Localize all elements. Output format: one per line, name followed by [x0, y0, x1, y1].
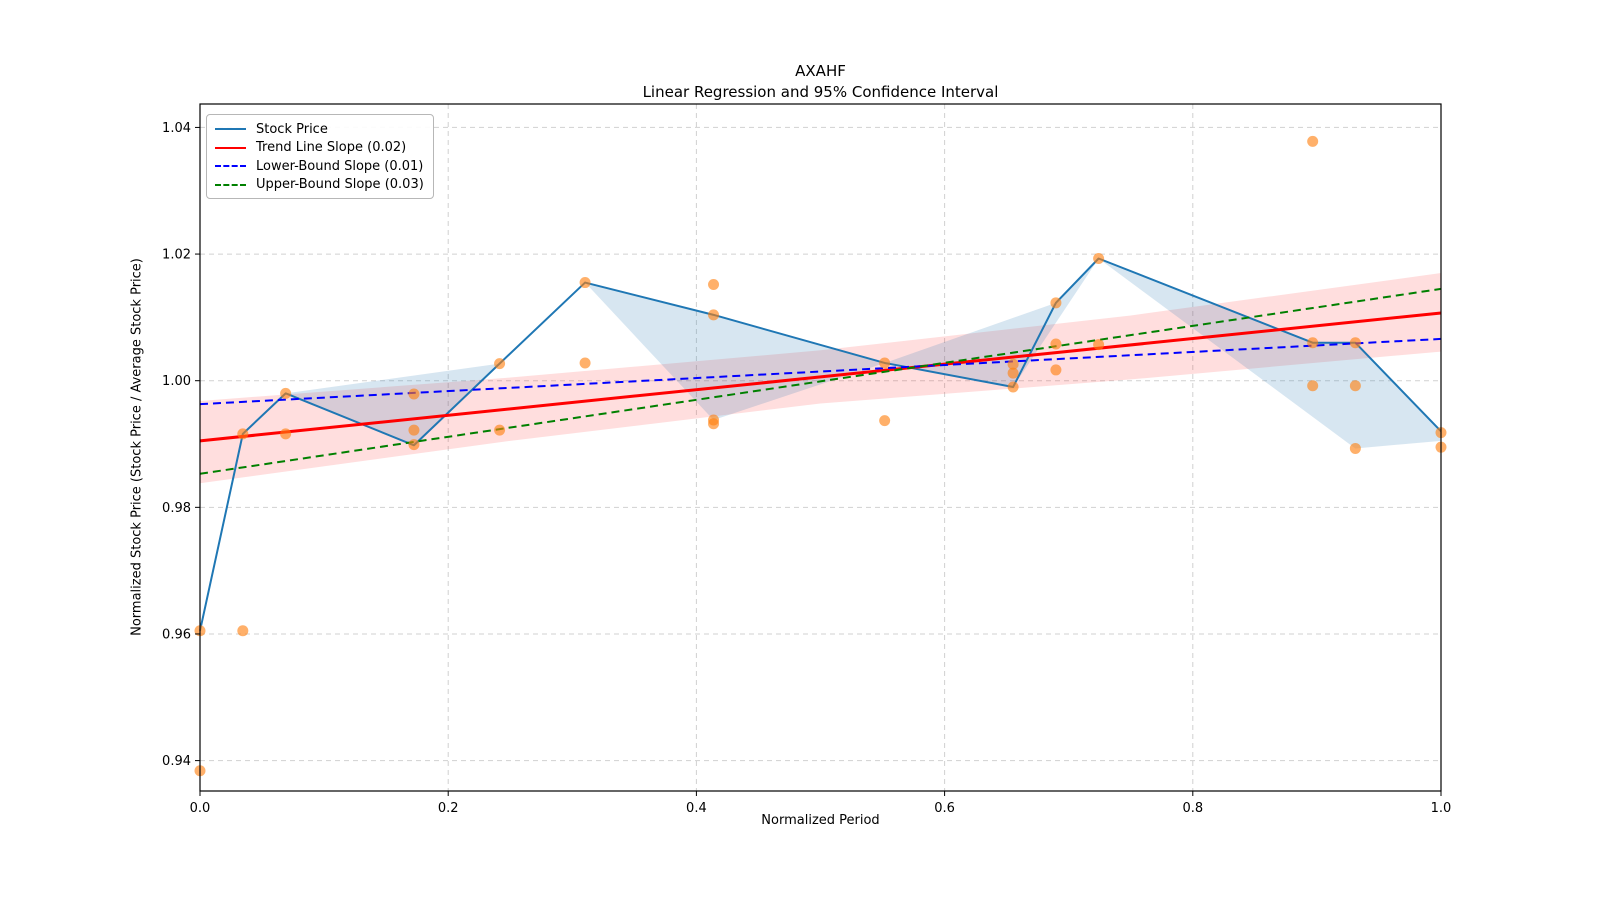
chart-title: AXAHF Linear Regression and 95% Confiden… [200, 61, 1441, 103]
legend-swatch-lower-bound [215, 165, 246, 168]
y-tick-label: 1.00 [162, 374, 191, 389]
y-tick-label: 0.94 [162, 754, 191, 769]
scatter-point [1050, 297, 1062, 309]
scatter-point [1050, 338, 1062, 350]
chart-title-line2: Linear Regression and 95% Confidence Int… [642, 83, 999, 101]
legend-label-stock-price: Stock Price [256, 121, 328, 137]
scatter-point [1307, 337, 1319, 349]
scatter-point [1093, 339, 1105, 351]
x-tick-label: 0.4 [686, 801, 707, 816]
scatter-point [1050, 364, 1062, 376]
scatter-point [879, 415, 891, 427]
scatter-point [1007, 358, 1019, 370]
legend-box: Stock Price Trend Line Slope (0.02) Lowe… [206, 114, 434, 199]
scatter-point [879, 357, 891, 369]
legend-label-trend-line: Trend Line Slope (0.02) [256, 140, 407, 156]
y-tick-label: 1.04 [162, 121, 191, 136]
scatter-point [408, 388, 420, 400]
chart-title-line1: AXAHF [795, 62, 846, 80]
scatter-point [579, 357, 591, 369]
axes-spines [199, 103, 1442, 792]
x-tick-label: 0.8 [1182, 801, 1203, 816]
scatter-point [708, 278, 720, 290]
scatter-point [280, 387, 292, 399]
legend-item-trend-line: Trend Line Slope (0.02) [215, 139, 425, 158]
y-tick-label: 0.98 [162, 501, 191, 516]
x-tick-label: 0.6 [934, 801, 955, 816]
scatter-point [1307, 380, 1319, 392]
scatter-point [494, 358, 506, 370]
scatter-point [1349, 337, 1361, 349]
scatter-point [494, 424, 506, 436]
scatter-point [1349, 380, 1361, 392]
y-tick-label: 1.02 [162, 248, 191, 263]
scatter-point [708, 418, 720, 430]
scatter-point [408, 424, 420, 436]
x-tick-label: 0.2 [438, 801, 459, 816]
scatter-point [237, 625, 249, 637]
legend-swatch-upper-bound [215, 183, 246, 186]
legend-swatch-stock-price [215, 128, 246, 131]
upper-bound-line [199, 287, 1442, 475]
tick-layer: 0.0 0.2 0.4 0.6 0.8 1.0 1.04 1.02 1.00 0.98 0.96 0.… [162, 121, 1451, 816]
legend-swatch-trend-line [215, 146, 246, 149]
legend-label-upper-bound: Upper-Bound Slope (0.03) [256, 177, 424, 193]
y-tick-label: 0.96 [162, 627, 191, 642]
x-tick-label: 1.0 [1431, 801, 1452, 816]
scatter-point [708, 309, 720, 321]
scatter-point [1307, 135, 1319, 147]
y-axis-label: Normalized Stock Price (Stock Price / Av… [129, 258, 145, 636]
scatter-point [1007, 381, 1019, 393]
scatter-point [1007, 367, 1019, 379]
scatter-point [237, 428, 249, 440]
x-axis-label: Normalized Period [761, 813, 880, 828]
trend-line [199, 311, 1442, 443]
legend-item-upper-bound: Upper-Bound Slope (0.03) [215, 176, 425, 195]
scatter-point [579, 277, 591, 289]
x-tick-label: 0.0 [190, 801, 211, 816]
scatter-point [1349, 442, 1361, 454]
legend-label-lower-bound: Lower-Bound Slope (0.01) [256, 158, 424, 174]
scatter-point [1093, 252, 1105, 264]
scatter-point [408, 439, 420, 451]
legend-item-lower-bound: Lower-Bound Slope (0.01) [215, 157, 425, 176]
scatter-point [280, 428, 292, 440]
legend-item-stock-price: Stock Price [215, 120, 425, 139]
